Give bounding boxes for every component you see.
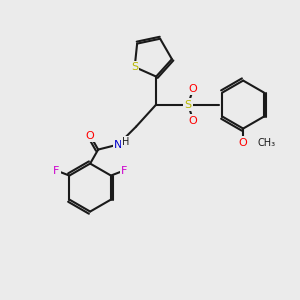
Text: F: F (53, 166, 60, 176)
Text: O: O (189, 116, 197, 126)
Text: S: S (131, 62, 138, 72)
Text: F: F (121, 166, 127, 176)
Text: N: N (114, 140, 122, 150)
Text: O: O (86, 130, 94, 141)
Text: S: S (184, 100, 192, 110)
Text: H: H (122, 136, 130, 147)
Text: O: O (239, 138, 248, 148)
Text: CH₃: CH₃ (257, 138, 275, 148)
Text: O: O (189, 84, 197, 94)
